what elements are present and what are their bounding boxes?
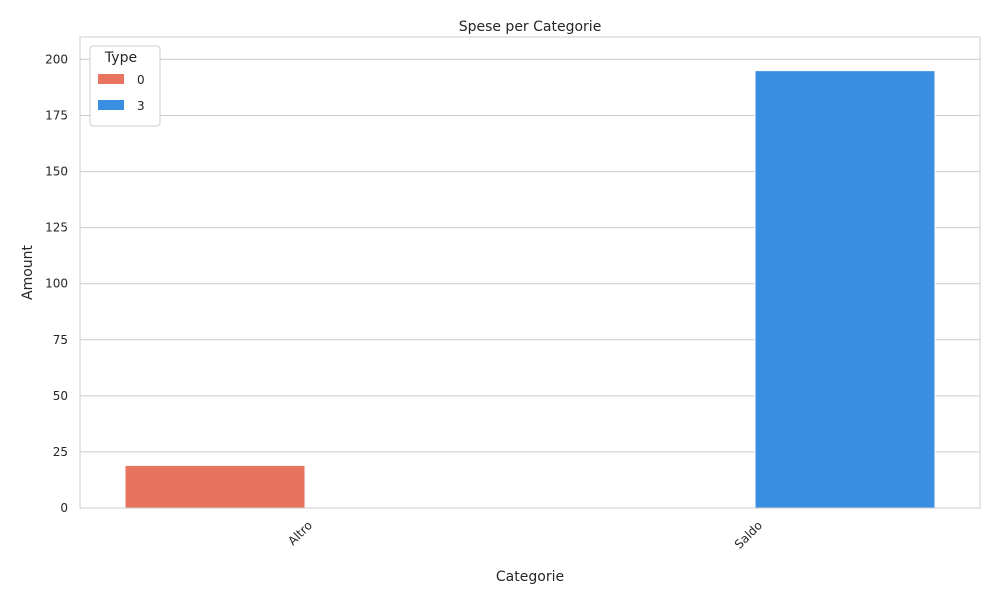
x-axis-label: Categorie (496, 569, 564, 585)
legend-label: 3 (137, 99, 145, 113)
gridlines (80, 58, 980, 509)
legend-swatch-3 (98, 100, 124, 110)
y-tick-label: 150 (45, 165, 68, 179)
y-axis-label: Amount (20, 244, 36, 300)
chart-title: Spese per Categorie (459, 19, 602, 35)
plot-frame (79, 36, 981, 509)
legend-swatch-0 (98, 74, 124, 84)
legend-title: Type (104, 50, 137, 66)
y-tick-label: 25 (53, 445, 68, 459)
x-tick-label: Altro (285, 518, 315, 548)
y-tick-label: 50 (53, 389, 68, 403)
y-tick-label: 175 (45, 109, 68, 123)
legend: Type 03 (89, 45, 161, 127)
x-tick-labels: Altro Saldo (285, 518, 765, 551)
y-tick-label: 0 (60, 501, 68, 515)
legend-items: 03 (98, 73, 145, 113)
bar-saldo-3 (754, 70, 936, 509)
bars (124, 70, 936, 509)
y-tick-label: 200 (45, 52, 68, 66)
x-tick-label: Saldo (732, 518, 765, 551)
y-tick-labels: 0 25 50 75 100 125 150 175 200 (45, 52, 68, 515)
bar-altro-0 (124, 464, 306, 509)
y-tick-label: 100 (45, 277, 68, 291)
y-tick-label: 125 (45, 221, 68, 235)
y-tick-label: 75 (53, 333, 68, 347)
legend-label: 0 (137, 73, 145, 87)
